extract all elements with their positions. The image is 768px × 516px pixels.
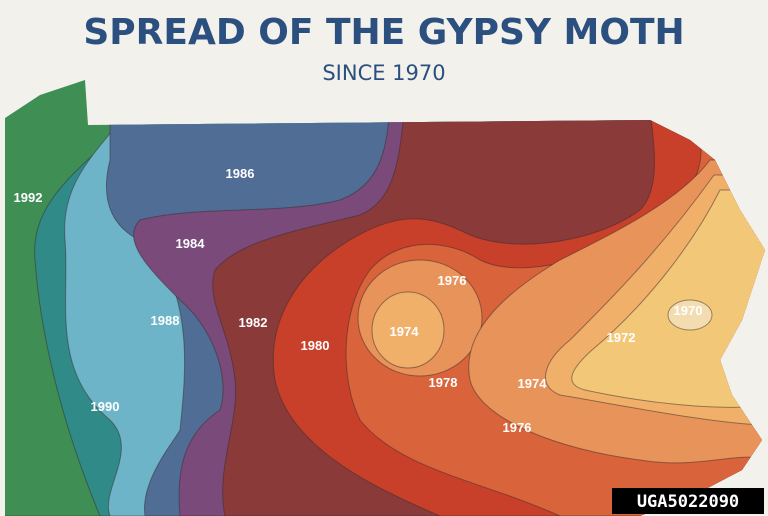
zone-label: 1980	[301, 338, 330, 353]
zone-label: 1982	[239, 315, 268, 330]
watermark-box	[612, 488, 764, 514]
zone	[571, 189, 765, 408]
zone-label: 1974	[518, 376, 548, 391]
zone-label: 1976	[503, 420, 532, 435]
zones	[5, 80, 765, 516]
zone-label: 1976	[438, 273, 467, 288]
zone-label: 1990	[91, 399, 120, 414]
zone-label: 1978	[429, 375, 458, 390]
zone-label: 1986	[226, 166, 255, 181]
zone	[667, 299, 713, 331]
zone-label: 1974	[390, 324, 420, 339]
zone-label: 1972	[607, 330, 636, 345]
subtitle: SINCE 1970	[322, 61, 445, 85]
zone-label: 1988	[151, 313, 180, 328]
zone-label: 1992	[14, 190, 43, 205]
zone-label: 1970	[674, 303, 703, 318]
watermark: UGA5022090	[637, 492, 739, 512]
zone	[371, 291, 445, 369]
zone-label: 1984	[176, 236, 206, 251]
title: SPREAD OF THE GYPSY MOTH	[83, 12, 684, 53]
